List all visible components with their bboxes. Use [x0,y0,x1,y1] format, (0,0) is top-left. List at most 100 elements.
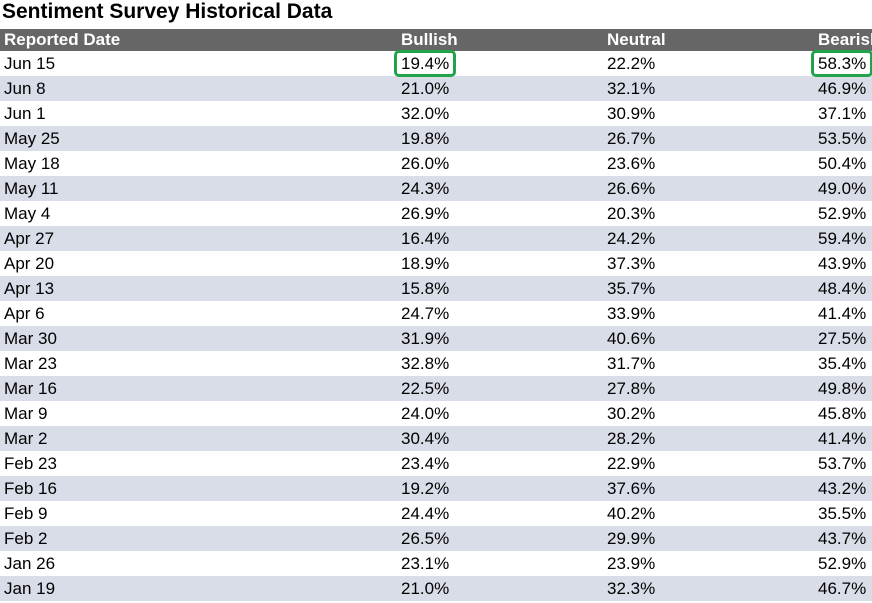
cell-value: 26.9% [401,204,450,223]
cell-bullish: 23.4% [396,451,602,476]
cell-reported-date: Feb 2 [0,526,396,551]
cell-neutral: 40.2% [602,501,813,526]
cell-value: 29.9% [607,529,656,548]
cell-bullish: 30.4% [396,426,602,451]
cell-bearish: 49.8% [813,376,872,401]
cell-value: 46.9% [818,79,867,98]
cell-bullish: 15.8% [396,276,602,301]
cell-reported-date: Mar 23 [0,351,396,376]
sentiment-table: Reported Date Bullish Neutral Bearish Ju… [0,29,872,601]
cell-value: 24.4% [401,504,450,523]
cell-value: 45.8% [818,404,867,423]
cell-value: May 11 [4,179,59,198]
cell-value: 53.5% [818,129,867,148]
cell-bearish: 43.7% [813,526,872,551]
cell-bearish: 37.1% [813,101,872,126]
cell-bullish: 31.9% [396,326,602,351]
cell-reported-date: Feb 9 [0,501,396,526]
cell-bullish: 24.7% [396,301,602,326]
table-row: Jun 1 32.0% 30.9% 37.1% [0,101,872,126]
cell-bearish: 53.5% [813,126,872,151]
cell-reported-date: Feb 16 [0,476,396,501]
cell-value: 23.1% [401,554,450,573]
cell-value: 37.6% [607,479,656,498]
cell-bearish: 27.5% [813,326,872,351]
cell-neutral: 30.9% [602,101,813,126]
cell-bearish: 35.5% [813,501,872,526]
header-row: Reported Date Bullish Neutral Bearish [0,29,872,51]
cell-neutral: 37.6% [602,476,813,501]
cell-bullish: 24.3% [396,176,602,201]
cell-reported-date: Mar 9 [0,401,396,426]
cell-value: 15.8% [401,279,450,298]
cell-bearish: 35.4% [813,351,872,376]
cell-value: 49.8% [818,379,867,398]
highlighted-value: 19.4% [393,50,457,77]
cell-value: Mar 2 [4,429,48,448]
cell-neutral: 26.6% [602,176,813,201]
cell-neutral: 28.2% [602,426,813,451]
cell-reported-date: May 18 [0,151,396,176]
cell-value: Mar 16 [4,379,57,398]
cell-bearish: 45.8% [813,401,872,426]
table-row: Jun 15 19.4% 22.2% 58.3% [0,50,872,77]
cell-value: 53.7% [818,454,867,473]
cell-value: 27.5% [818,329,867,348]
cell-value: 22.2% [607,54,656,73]
cell-reported-date: Jun 15 [0,51,396,76]
cell-value: 28.2% [607,429,656,448]
cell-reported-date: Jun 1 [0,101,396,126]
cell-value: 26.5% [401,529,450,548]
cell-value: Jun 8 [4,79,46,98]
cell-bullish: 23.1% [396,551,602,576]
column-header-bullish: Bullish [396,29,602,51]
cell-reported-date: Mar 2 [0,426,396,451]
cell-neutral: 22.9% [602,451,813,476]
cell-bullish: 32.8% [396,351,602,376]
cell-bullish: 19.4% [393,50,602,77]
cell-value: 31.9% [401,329,450,348]
cell-value: 26.0% [401,154,450,173]
table-row: Apr 6 24.7% 33.9% 41.4% [0,301,872,326]
cell-bearish: 52.9% [813,551,872,576]
cell-bullish: 24.4% [396,501,602,526]
cell-value: 30.4% [401,429,450,448]
cell-value: 41.4% [818,429,867,448]
table-row: May 25 19.8% 26.7% 53.5% [0,126,872,151]
cell-value: 43.9% [818,254,867,273]
cell-value: Apr 13 [4,279,55,298]
cell-value: 24.2% [607,229,656,248]
cell-value: 50.4% [818,154,867,173]
cell-value: Feb 9 [4,504,48,523]
cell-value: Jan 26 [4,554,56,573]
cell-reported-date: Apr 13 [0,276,396,301]
cell-bullish: 26.9% [396,201,602,226]
cell-value: 16.4% [401,229,450,248]
cell-neutral: 20.3% [602,201,813,226]
cell-value: 43.2% [818,479,867,498]
cell-bearish: 58.3% [810,50,872,77]
table-row: Mar 23 32.8% 31.7% 35.4% [0,351,872,376]
cell-reported-date: Mar 30 [0,326,396,351]
cell-bullish: 32.0% [396,101,602,126]
cell-value: 35.7% [607,279,656,298]
cell-value: Feb 23 [4,454,57,473]
cell-neutral: 33.9% [602,301,813,326]
cell-bullish: 21.0% [396,76,602,101]
cell-value: 24.3% [401,179,450,198]
cell-value: May 25 [4,129,60,148]
table-row: Feb 16 19.2% 37.6% 43.2% [0,476,872,501]
cell-bullish: 24.0% [396,401,602,426]
cell-bullish: 22.5% [396,376,602,401]
cell-neutral: 27.8% [602,376,813,401]
table-row: Apr 13 15.8% 35.7% 48.4% [0,276,872,301]
cell-reported-date: Apr 20 [0,251,396,276]
column-header-reported-date: Reported Date [0,29,396,51]
cell-value: 27.8% [607,379,656,398]
cell-value: 30.9% [607,104,656,123]
table-row: Mar 30 31.9% 40.6% 27.5% [0,326,872,351]
cell-neutral: 37.3% [602,251,813,276]
cell-value: 26.7% [607,129,656,148]
cell-neutral: 23.6% [602,151,813,176]
cell-neutral: 32.3% [602,576,813,601]
